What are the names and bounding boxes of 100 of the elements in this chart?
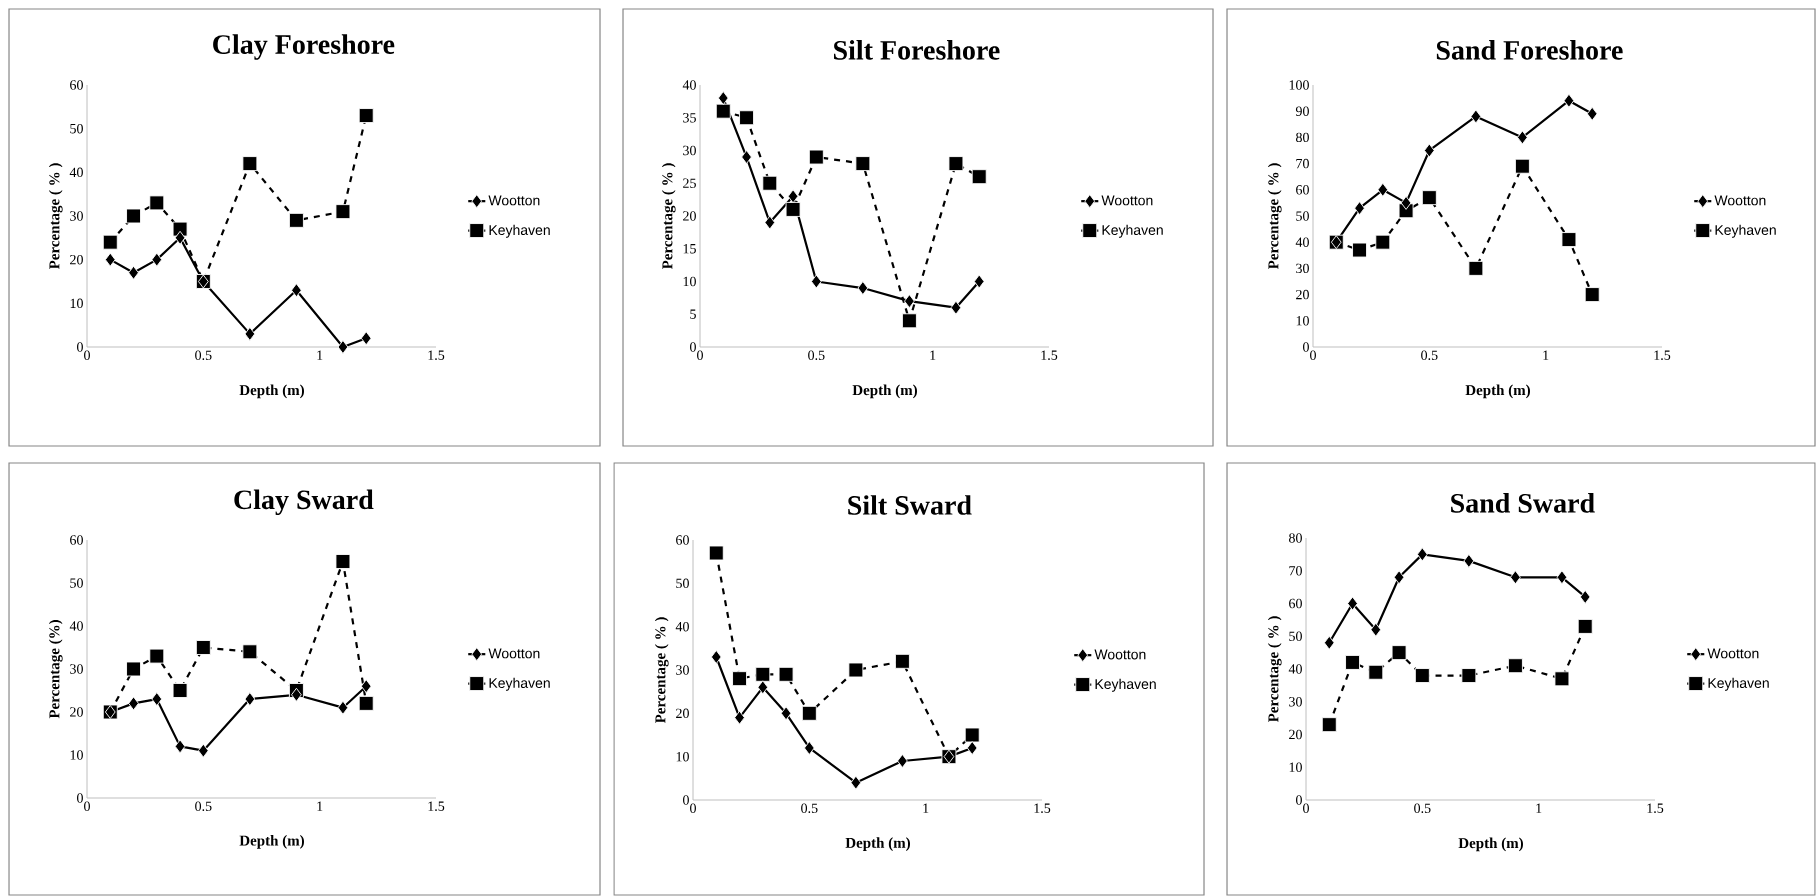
y-axis-title: Percentage ( % ) xyxy=(48,163,63,270)
y-tick-label: 35 xyxy=(683,113,696,123)
point xyxy=(1417,547,1428,562)
x-tick-label: 0 xyxy=(697,350,703,360)
y-tick-label: 80 xyxy=(1289,533,1302,543)
point xyxy=(126,208,141,224)
y-tick-label: 60 xyxy=(1289,598,1302,609)
y-tick-label: 10 xyxy=(683,276,696,287)
x-axis-title: Depth (m) xyxy=(239,384,305,399)
y-tick-label: 40 xyxy=(675,621,689,632)
point xyxy=(787,189,799,204)
point xyxy=(358,695,374,711)
point xyxy=(901,313,917,329)
y-tick-label: 50 xyxy=(1289,631,1302,641)
x-axis-title: Depth (m) xyxy=(1465,384,1531,399)
point xyxy=(337,700,349,715)
point xyxy=(855,156,871,172)
y-tick-label: 10 xyxy=(1289,762,1302,772)
point xyxy=(1377,182,1389,197)
x-tick-label: 1 xyxy=(317,350,323,360)
legend-label: Wootton xyxy=(488,195,540,206)
point xyxy=(335,204,351,220)
point xyxy=(244,326,256,341)
y-tick-label: 70 xyxy=(1296,158,1309,169)
y-tick-label: 40 xyxy=(69,621,83,631)
point xyxy=(128,265,139,280)
point xyxy=(360,331,372,346)
point xyxy=(198,743,209,758)
point xyxy=(897,754,908,768)
x-axis-title: Depth (m) xyxy=(852,384,918,399)
legend-label: Keyhaven xyxy=(1095,678,1156,692)
point xyxy=(149,195,165,211)
point xyxy=(104,252,116,267)
legend-label: Wootton xyxy=(1094,649,1146,660)
point xyxy=(1345,654,1360,670)
y-tick-label: 90 xyxy=(1295,106,1309,116)
point xyxy=(337,340,349,354)
y-tick-label: 30 xyxy=(70,664,83,674)
point xyxy=(172,683,188,698)
x-tick-label: 0.5 xyxy=(1414,803,1431,814)
y-tick-label: 30 xyxy=(1296,263,1309,274)
legend-label: Keyhaven xyxy=(489,677,550,691)
x-tick-label: 1 xyxy=(317,801,323,811)
y-tick-label: 30 xyxy=(676,665,689,675)
y-tick-label: 0 xyxy=(77,793,83,803)
x-tick-label: 0.5 xyxy=(1421,350,1438,361)
point xyxy=(734,710,745,725)
point xyxy=(102,234,118,250)
point xyxy=(710,650,722,664)
point xyxy=(904,294,915,309)
point xyxy=(291,687,302,702)
y-tick-label: 25 xyxy=(683,178,696,188)
point xyxy=(966,741,978,755)
x-axis-title: Depth (m) xyxy=(239,835,305,849)
chart-title: Clay Foreshore xyxy=(213,34,395,60)
point xyxy=(1424,143,1435,158)
y-tick-label: 0 xyxy=(77,342,83,352)
y-axis-title: Percentage ( % ) xyxy=(654,617,669,724)
x-tick-label: 1 xyxy=(930,350,936,360)
point xyxy=(1321,717,1337,733)
legend-label: Wootton xyxy=(488,648,540,659)
x-tick-label: 0.5 xyxy=(801,803,818,814)
x-tick-label: 0 xyxy=(84,350,90,360)
legend-label: Keyhaven xyxy=(1102,224,1163,238)
legend-label: Keyhaven xyxy=(1715,224,1776,238)
point xyxy=(717,91,729,106)
x-tick-label: 1 xyxy=(923,803,929,813)
y-tick-label: 30 xyxy=(70,211,83,221)
point xyxy=(804,741,815,755)
y-tick-label: 50 xyxy=(1296,211,1309,221)
x-axis-title: Depth (m) xyxy=(845,837,911,851)
x-tick-label: 0.5 xyxy=(808,350,825,361)
point xyxy=(732,671,747,687)
point xyxy=(291,283,302,298)
point xyxy=(1514,158,1530,174)
point xyxy=(244,692,256,707)
y-axis-title: Percentage ( % ) xyxy=(661,163,676,270)
x-tick-label: 1.5 xyxy=(1041,350,1058,360)
point xyxy=(242,644,258,660)
y-tick-label: 50 xyxy=(70,123,83,134)
point xyxy=(242,156,258,172)
chart-title: Silt Sward xyxy=(848,495,972,515)
y-tick-label: 20 xyxy=(683,211,696,221)
point xyxy=(1352,242,1367,258)
x-tick-label: 1.5 xyxy=(428,801,445,811)
y-tick-label: 80 xyxy=(1296,132,1309,143)
y-tick-label: 30 xyxy=(683,145,696,156)
legend-label: Wootton xyxy=(1714,195,1766,206)
point xyxy=(948,156,964,172)
point xyxy=(288,212,304,228)
y-tick-label: 40 xyxy=(682,80,696,90)
point xyxy=(964,727,980,743)
y-axis-title: Percentage ( % ) xyxy=(1267,163,1282,270)
legend-label: Wootton xyxy=(1707,648,1759,659)
point xyxy=(1510,570,1521,585)
y-tick-label: 20 xyxy=(676,708,689,719)
y-tick-label: 40 xyxy=(1288,664,1302,674)
point xyxy=(1354,201,1365,216)
point xyxy=(151,692,163,707)
y-tick-label: 50 xyxy=(676,578,689,589)
